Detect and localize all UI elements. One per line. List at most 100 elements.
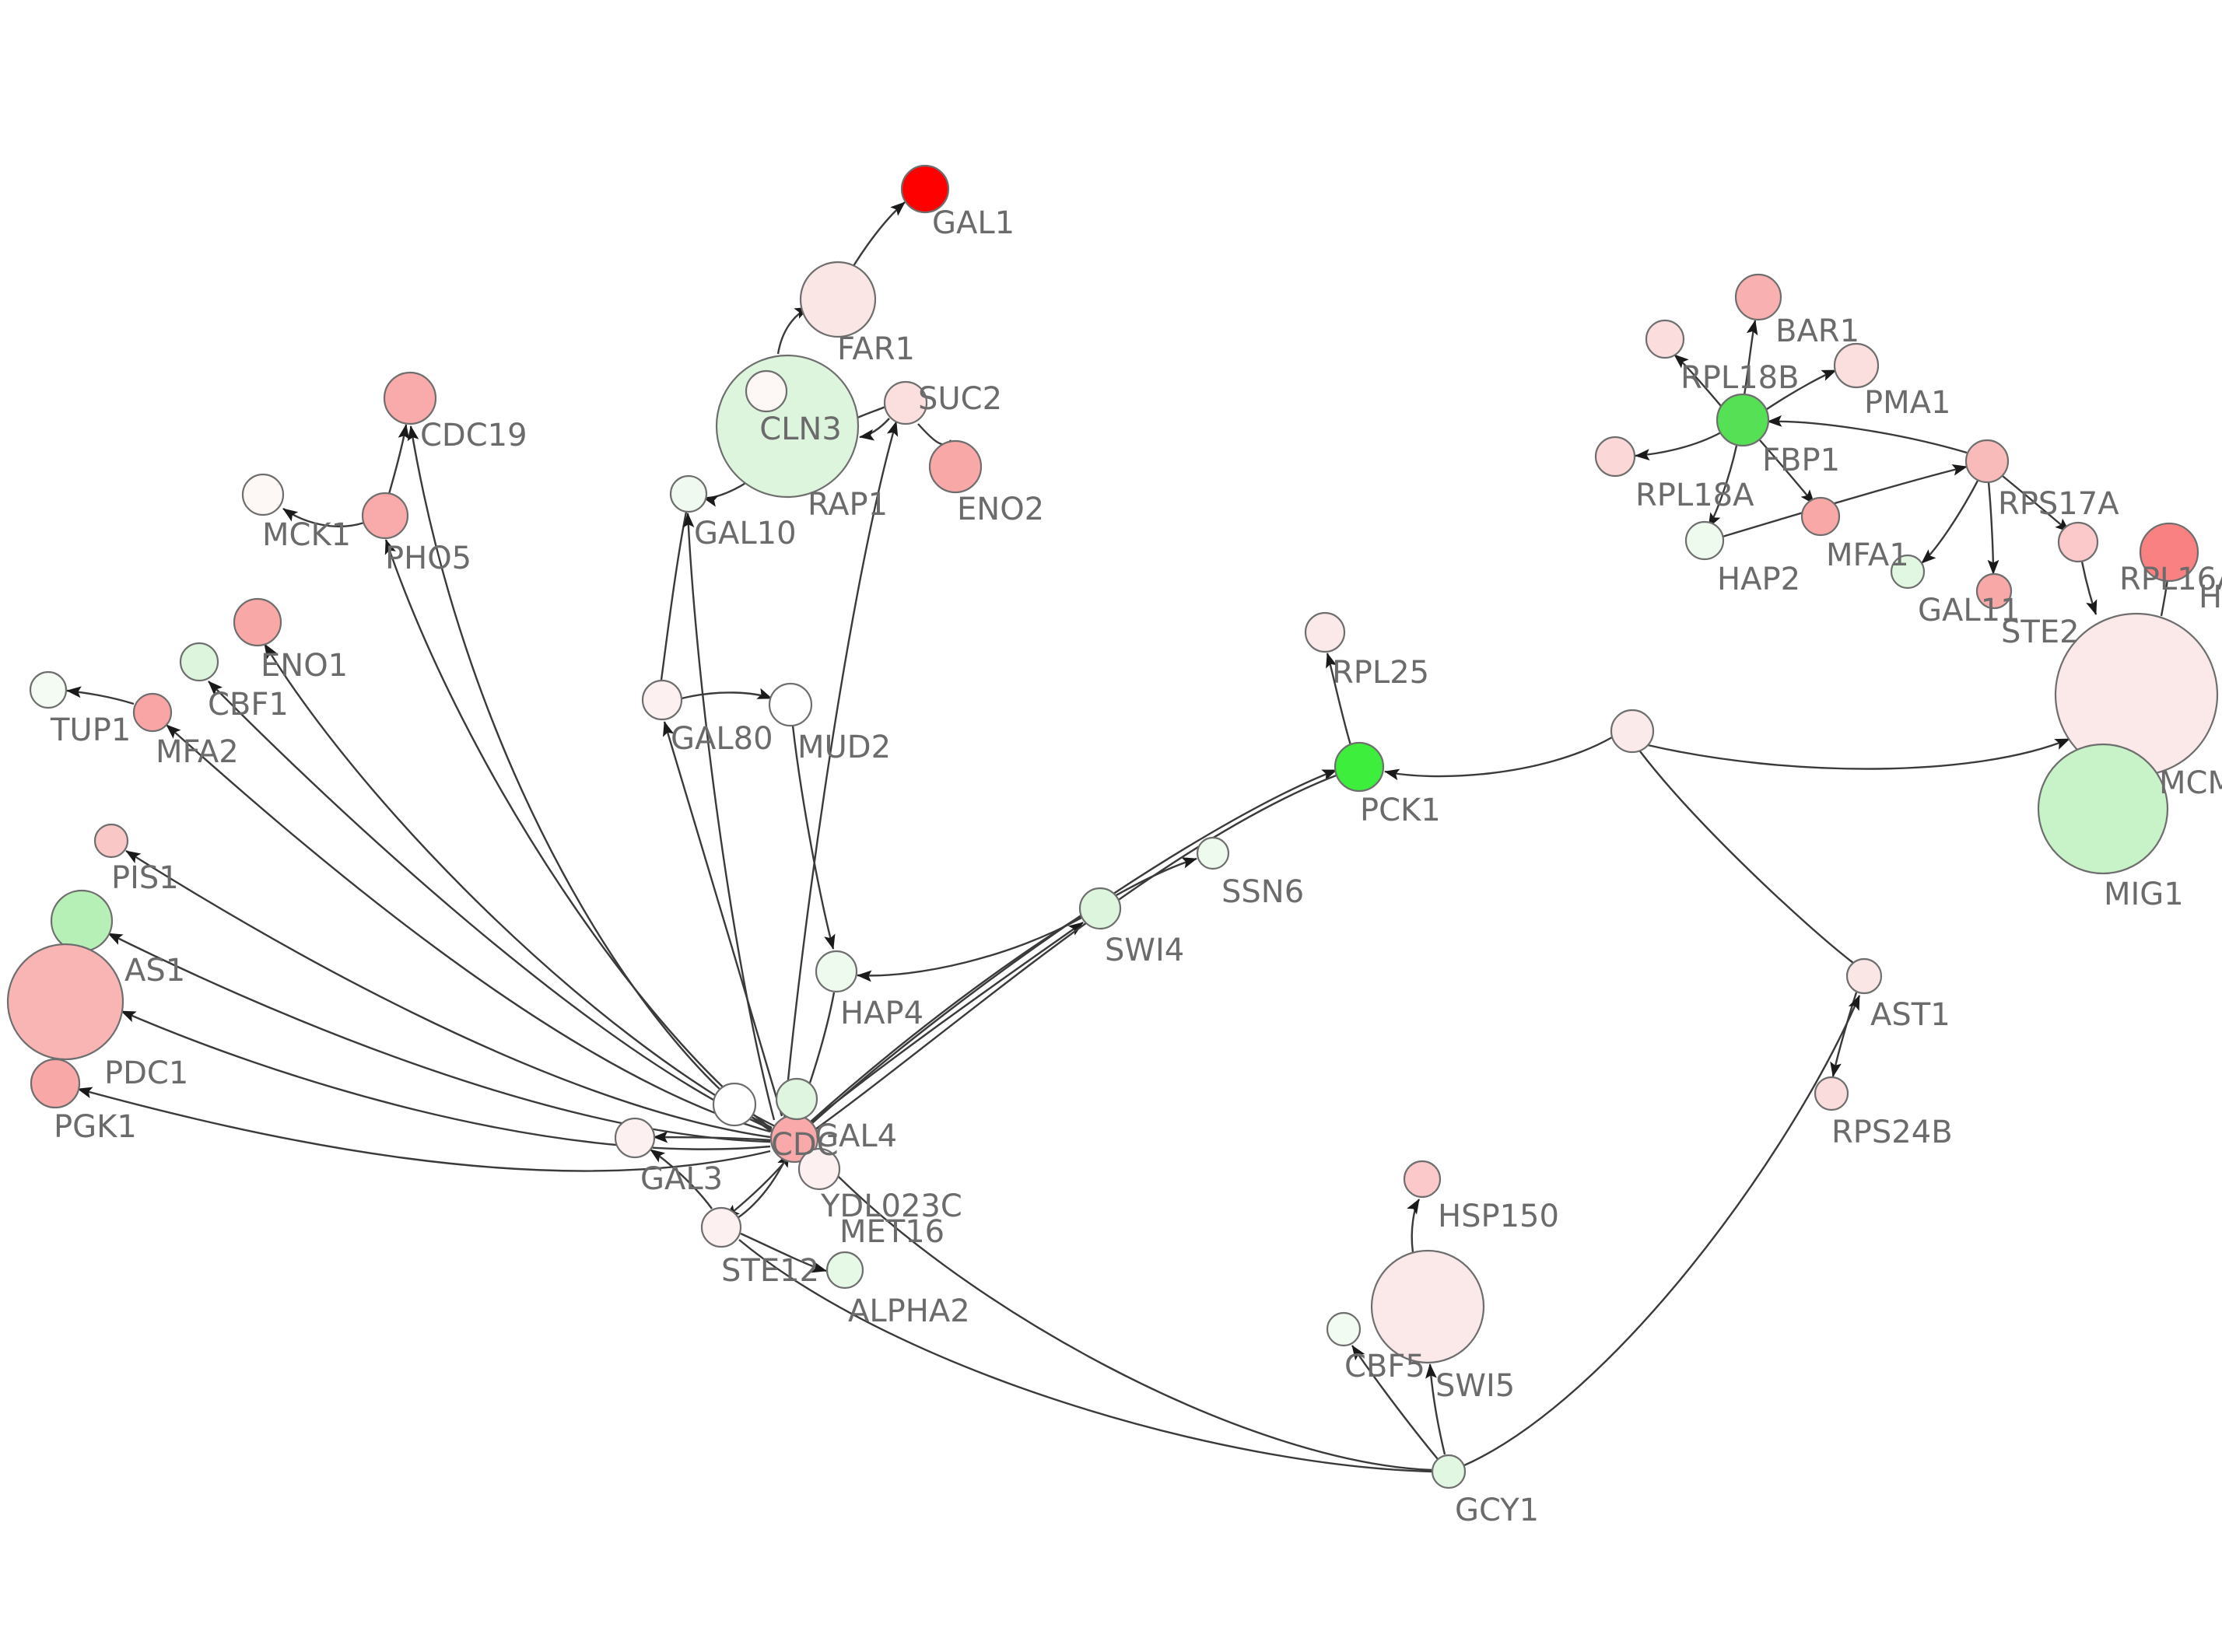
node-gal11[interactable] [1890,554,1926,590]
edge-gcy1-to-swi5 [1425,1363,1446,1455]
node-label-hsp150: HSP150 [1438,1199,1559,1234]
node-label-pho5: PHO5 [385,541,471,576]
node-ste2[interactable] [1975,572,2013,610]
node-rpl25[interactable] [1304,611,1346,653]
edge-gal4-to-as1 [107,932,771,1143]
node-swi5[interactable] [1370,1249,1485,1364]
edge-gal80-to-mud2 [681,688,773,700]
node-as1[interactable] [50,889,114,953]
node-gcy1[interactable] [1431,1454,1467,1489]
node-mud2[interactable] [768,682,813,727]
node-label-cbf5: CBF5 [1344,1349,1425,1384]
node-gal1[interactable] [900,164,950,214]
edge-hap2-to-rps17a [1722,464,1968,538]
node-his4[interactable] [2139,522,2199,583]
node-node_x1[interactable] [745,369,788,413]
node-ste12[interactable] [700,1206,742,1248]
node-bar1[interactable] [1734,273,1782,321]
node-tup1[interactable] [29,670,68,709]
node-label-rpl18a: RPL18A [1635,478,1754,513]
node-label-rap1: RAP1 [808,487,888,523]
edge-gal4-to-pho5 [384,539,771,1129]
node-label-mck1: MCK1 [262,517,351,553]
node-cdc19[interactable] [383,371,437,425]
node-pis1[interactable] [93,823,129,859]
node-rpl18b[interactable] [1645,319,1685,359]
node-label-mfa1: MFA1 [1826,537,1909,573]
node-label-mud2: MUD2 [797,730,891,765]
node-label-rpl16a: RPL16A [2119,562,2222,597]
node-mfa2[interactable] [132,692,173,733]
node-ydl023c[interactable] [797,1147,841,1191]
node-gal3[interactable] [614,1117,656,1159]
node-rps24b[interactable] [1814,1076,1849,1111]
node-label-ste2: STE2 [2001,614,2080,650]
node-pck1[interactable] [1334,741,1385,793]
node-label-mcm1: MCM1 [2159,765,2222,801]
node-label-cln3: CLN3 [759,411,842,447]
node-pma1[interactable] [1833,342,1880,389]
edge-gal4-to-gal80 [663,721,783,1117]
edge-gcy1-to-ast1 [1463,995,1861,1467]
node-label-pgk1: PGK1 [54,1109,137,1145]
edge-ste12-to-alpha2 [740,1232,827,1273]
node-cbf5[interactable] [1326,1311,1362,1347]
node-cdc[interactable] [712,1082,757,1127]
edge-cln3-to-gal10 [703,481,748,507]
node-rpl16a[interactable] [2057,521,2099,563]
node-label-cdc: CDC [771,1127,839,1163]
node-label-rps24b: RPS24B [1831,1115,1953,1150]
node-swi4[interactable] [1078,887,1122,930]
node-label-as1: AS1 [124,953,185,989]
node-gal10[interactable] [669,474,708,513]
node-label-hap2: HAP2 [1717,562,1800,597]
node-rpl18a[interactable] [1594,436,1636,478]
node-label-gal1: GAL1 [932,205,1015,241]
edge-fbp1-to-rpl18b [1674,354,1722,407]
node-label-met16: MET16 [839,1214,945,1250]
node-pdc1[interactable] [6,943,124,1061]
node-hsp150[interactable] [1403,1160,1442,1199]
node-pho5[interactable] [361,492,409,540]
node-label-pck1: PCK1 [1360,793,1441,828]
edge-ste12-to-gal3 [650,1149,713,1209]
node-mck1[interactable] [241,473,285,516]
node-hap2[interactable] [1684,520,1725,561]
edge-fbp1-to-rpl18a [1635,431,1722,461]
node-ast1[interactable] [1845,957,1883,995]
node-label-swi4: SWI4 [1105,933,1184,968]
node-ssn6[interactable] [1196,836,1230,870]
nodes-layer[interactable] [6,164,2219,1489]
node-mig1[interactable] [2037,743,2169,875]
node-gal80[interactable] [641,679,683,721]
edge-rps17a-to-ste2 [1987,481,1999,575]
edge-node_p2-to-pck1 [1384,736,1613,781]
edge-gal4-to-gal3 [653,1131,773,1143]
node-suc2[interactable] [883,380,928,425]
node-node_p2[interactable] [1610,709,1655,754]
node-far1[interactable] [799,261,877,338]
edge-mfa2-to-tup1 [66,686,135,705]
node-pgk1[interactable] [30,1058,81,1109]
edge-gal4-to-ste12 [724,1158,788,1219]
node-alpha2[interactable] [825,1251,864,1290]
node-mfa1[interactable] [1800,496,1841,537]
edge-gal4-to-pdc1 [121,1010,771,1150]
node-rps17a[interactable] [1964,439,2010,484]
edge-gal4-to-pis1 [125,849,771,1139]
node-label-gal11: GAL11 [1918,593,2020,628]
node-hap4[interactable] [815,950,858,993]
node-eno2[interactable] [928,439,983,494]
node-label-mig1: MIG1 [2104,877,2184,912]
node-label-his4: HIS4 [2199,579,2222,615]
edge-gal4-to-mfa2 [166,724,771,1133]
edge-pho5-to-cdc19 [387,424,410,495]
node-eno1[interactable] [233,597,282,647]
edge-swi5-to-hsp150 [1407,1199,1421,1253]
node-fbp1[interactable] [1716,393,1770,447]
node-node_g1[interactable] [775,1077,818,1121]
node-cbf1[interactable] [179,642,219,682]
edge-gal4-to-cbf1 [208,681,773,1131]
